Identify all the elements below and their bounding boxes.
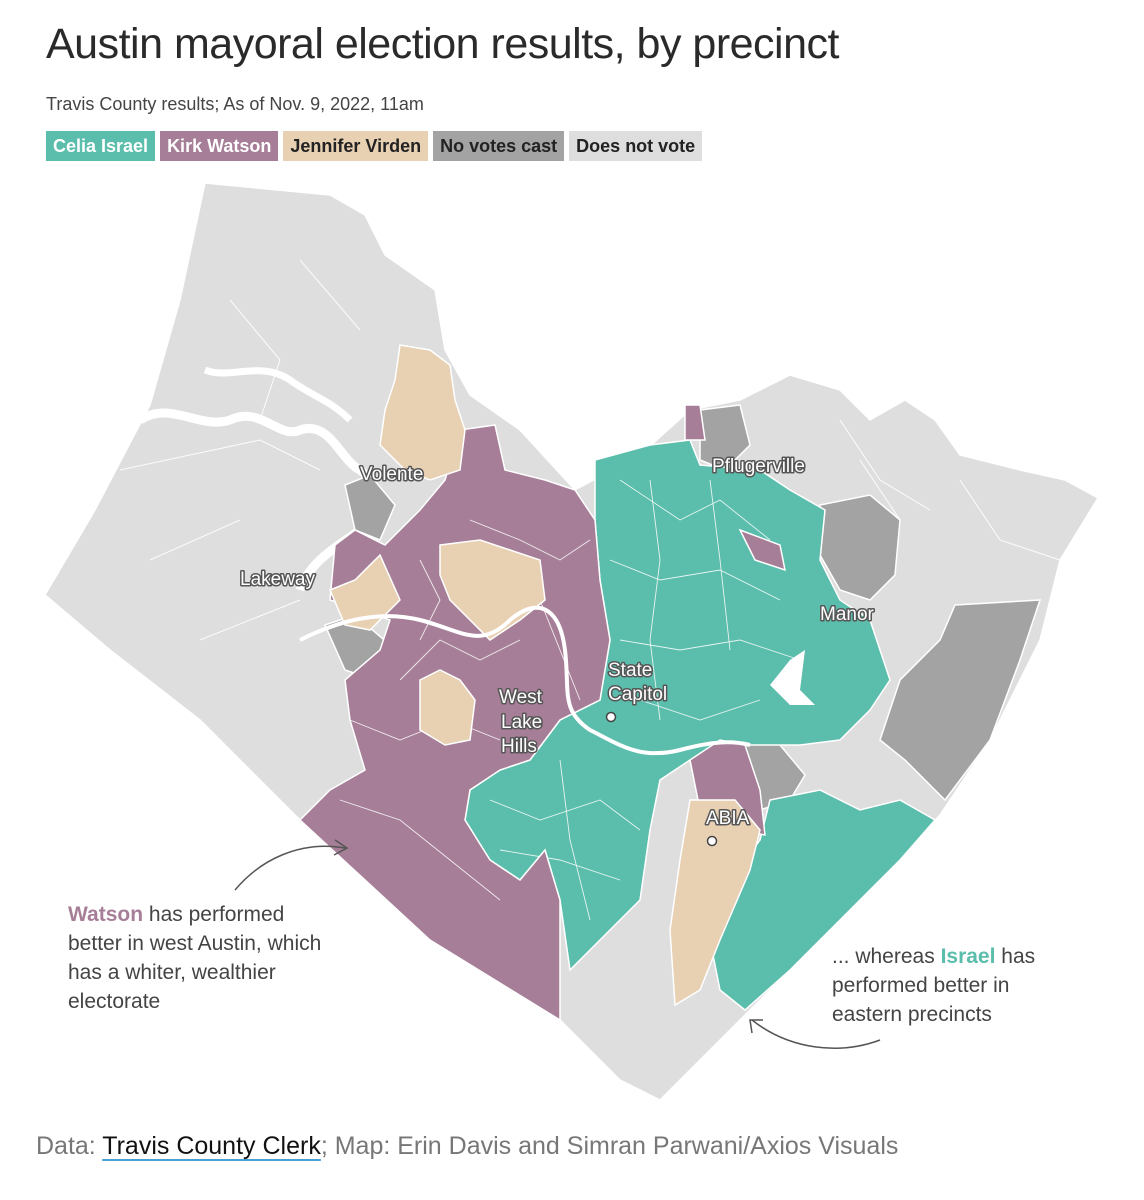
annotation-west-text: has performed better in west Austin, whi… — [68, 903, 322, 1013]
region-no-votes-manor — [819, 494, 901, 601]
place-label-lakeway: Lakeway — [240, 569, 315, 590]
annotation-west-highlight: Watson — [68, 903, 144, 926]
region-watson-pflugerville — [684, 404, 706, 441]
source-link[interactable]: Travis County Clerk — [102, 1132, 321, 1160]
legend-item-israel: Celia Israel — [46, 131, 156, 161]
legend-item-watson: Kirk Watson — [160, 131, 279, 161]
place-label-volente: Volente — [360, 464, 423, 485]
region-virden-westlake — [419, 669, 476, 746]
place-label-west-lake-hills-3: Hills — [501, 736, 537, 757]
precinct-lines — [119, 259, 1061, 641]
place-label-state-capitol-2: Capitol — [608, 684, 667, 705]
annotation-arrowhead-west — [333, 839, 349, 856]
chart-subtitle: Travis County results; As of Nov. 9, 202… — [46, 94, 424, 114]
precinct-map: Volente Lakeway Pflugerville Manor State… — [44, 182, 1100, 1101]
place-label-pflugerville: Pflugerville — [712, 456, 805, 477]
region-watson-manor — [738, 528, 786, 572]
place-label-west-lake-hills-2: Lake — [501, 712, 542, 733]
legend-item-does-not-vote: Does not vote — [569, 131, 703, 161]
region-virden-abia — [669, 799, 761, 1007]
annotation-east: ... whereas Israel has performed better … — [832, 942, 1082, 1029]
place-label-state-capitol-1: State — [608, 660, 652, 681]
annotation-arrow-east — [751, 1019, 881, 1049]
legend-item-no-votes: No votes cast — [433, 131, 565, 161]
state-capitol-marker — [605, 711, 617, 723]
annotation-east-highlight: Israel — [940, 945, 996, 968]
footer-suffix: ; Map: Erin Davis and Simran Parwani/Axi… — [320, 1132, 899, 1160]
legend-item-virden: Jennifer Virden — [283, 131, 429, 161]
annotation-arrow-west — [234, 845, 346, 891]
israel-precinct-lines — [489, 479, 801, 921]
region-no-votes-pflugerville — [699, 404, 751, 471]
footer-credit: Data: Travis County Clerk; Map: Erin Dav… — [36, 1132, 898, 1161]
place-label-manor: Manor — [820, 604, 875, 625]
annotation-east-suffix: has performed better in eastern precinct… — [832, 945, 1036, 1026]
place-label-abia: ABIA — [706, 808, 750, 829]
annotation-east-prefix: ... whereas — [832, 945, 941, 968]
annotation-arrowhead-east — [749, 1019, 763, 1034]
colorado-river — [299, 605, 751, 756]
region-no-votes-volente — [344, 474, 396, 541]
place-label-west-lake-hills-1: West — [499, 687, 543, 708]
abia-marker — [706, 835, 718, 847]
lake-walter-e-long — [770, 650, 815, 705]
region-no-votes-east — [879, 599, 1042, 802]
chart-title: Austin mayoral election results, by prec… — [46, 20, 839, 68]
lake-travis-branch — [203, 366, 353, 423]
region-virden-lakeway — [329, 553, 401, 631]
footer-prefix: Data: — [36, 1132, 103, 1160]
region-virden-north — [379, 344, 466, 481]
annotation-west: Watson has performed better in west Aust… — [68, 900, 338, 1016]
legend: Celia Israel Kirk Watson Jennifer Virden… — [46, 131, 703, 161]
